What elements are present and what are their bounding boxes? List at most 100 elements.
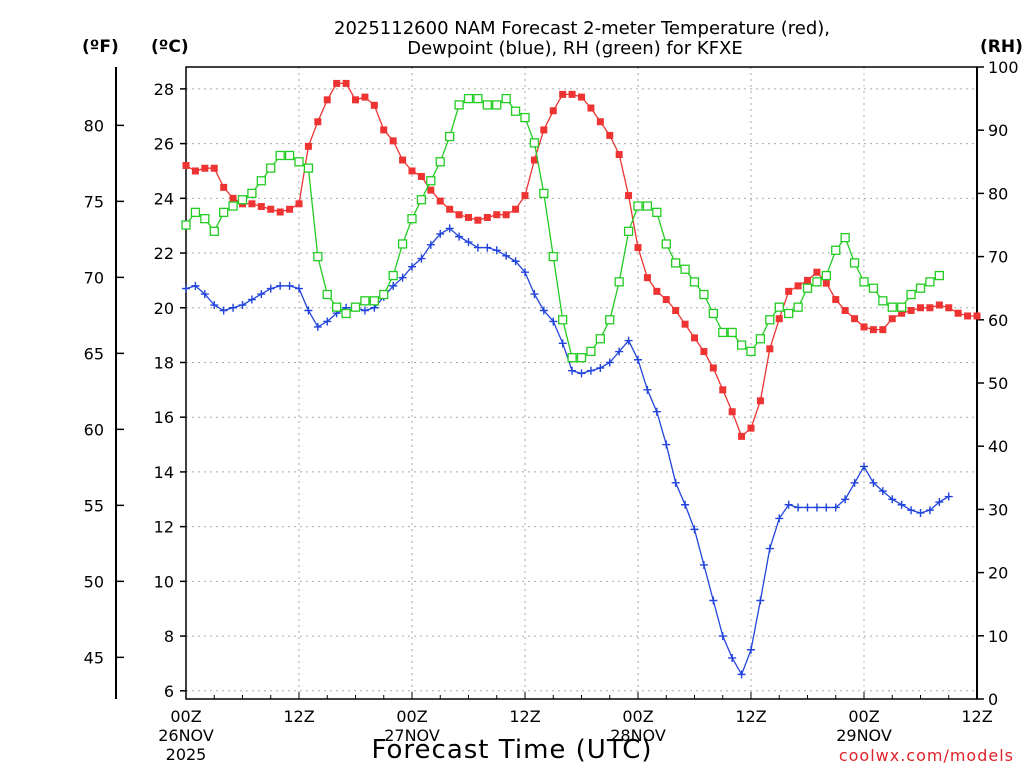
temperature-point <box>681 320 689 328</box>
dewpoint-point <box>850 478 859 487</box>
temperature-point <box>530 156 538 164</box>
dewpoint-point <box>398 273 407 282</box>
dewpoint-point <box>699 560 708 569</box>
rh-point <box>228 201 238 211</box>
fahrenheit-unit-label: (ºF) <box>82 37 119 57</box>
temperature-point <box>568 90 576 98</box>
temperature-point <box>634 244 642 252</box>
dewpoint-point <box>878 487 887 496</box>
rh-point <box>190 207 201 218</box>
temperature-point <box>521 192 529 200</box>
celsius-tick-label: 20 <box>154 299 174 318</box>
temperature-point <box>578 93 585 101</box>
dewpoint-point <box>577 369 586 378</box>
temperature-point <box>954 309 962 317</box>
dewpoint-point <box>709 596 718 605</box>
dewpoint-point <box>568 366 577 375</box>
dewpoint-point <box>775 514 784 523</box>
rh-tick-label: 80 <box>988 184 1008 203</box>
rh-point <box>426 176 436 186</box>
rh-point <box>802 283 813 293</box>
rh-point <box>671 258 681 268</box>
dewpoint-point <box>662 440 671 449</box>
date-tick-label: 29NOV <box>836 726 892 745</box>
rh-point <box>623 226 634 236</box>
rh-point <box>482 100 492 110</box>
dewpoint-point <box>200 290 209 299</box>
temperature-point <box>756 397 764 405</box>
dewpoint-point <box>530 290 539 299</box>
dewpoint-point <box>417 254 426 263</box>
temperature-point <box>888 315 896 323</box>
rh-point <box>934 270 944 281</box>
temperature-point <box>785 287 793 295</box>
dewpoint-point <box>436 229 445 238</box>
temperature-point <box>201 164 209 172</box>
rh-point <box>765 315 775 325</box>
chart-subtitle: Dewpoint (blue), RH (green) for KFXE <box>407 38 743 59</box>
dewpoint-point <box>445 224 454 233</box>
x-axis-label: Forecast Time (UTC) <box>371 735 652 765</box>
dewpoint-point <box>652 407 661 416</box>
plot-frame <box>185 66 978 700</box>
dewpoint-point <box>624 336 633 345</box>
dewpoint-point <box>502 251 511 260</box>
year-tick-label: 2025 <box>166 745 207 764</box>
rh-point <box>416 195 427 205</box>
rh-point <box>868 283 879 293</box>
fahrenheit-tick-label: 45 <box>84 648 104 667</box>
date-tick-label: 26NOV <box>158 726 214 745</box>
dewpoint-point <box>756 596 765 605</box>
rh-point <box>586 346 596 357</box>
dewpoint-point <box>492 246 501 255</box>
rh-point <box>275 150 285 161</box>
rh-point <box>812 277 822 287</box>
rh-point <box>821 270 831 281</box>
temperature-point <box>295 200 303 208</box>
temperature-point <box>719 386 727 394</box>
temperature-point <box>370 101 378 109</box>
temperature-point <box>738 432 746 440</box>
dewpoint-point <box>238 301 247 310</box>
temperature-point <box>559 90 567 98</box>
dewpoint-point <box>718 632 727 641</box>
rh-point <box>256 176 266 186</box>
rh-point <box>708 308 718 319</box>
time-tick-label: 12Z <box>735 707 766 726</box>
rh-tick-label: 50 <box>988 374 1008 393</box>
temperature-point <box>804 276 811 284</box>
dewpoint-point <box>888 495 897 504</box>
rh-point <box>774 302 784 312</box>
rh-point <box>520 112 530 123</box>
celsius-tick-label: 14 <box>154 463 174 482</box>
dewpoint-point <box>925 506 934 515</box>
temperature-point <box>257 203 265 211</box>
time-tick-label: 00Z <box>396 707 427 726</box>
rh-point <box>322 289 332 300</box>
celsius-tick-label: 26 <box>154 135 174 154</box>
temperature-point <box>841 306 849 314</box>
rh-point <box>558 315 568 325</box>
celsius-tick-label: 16 <box>154 408 174 427</box>
temperature-point <box>493 211 501 219</box>
rh-point <box>454 100 464 110</box>
temperature-point <box>267 205 275 213</box>
temperature-point <box>691 334 698 342</box>
temperature-point <box>512 205 520 213</box>
dewpoint-point <box>426 240 435 249</box>
rh-tick-label: 0 <box>988 690 998 709</box>
temperature-point <box>408 167 416 175</box>
dewpoint-point <box>681 500 690 509</box>
rh-point <box>313 251 323 262</box>
rh-point <box>501 93 511 104</box>
temperature-point <box>653 287 661 295</box>
dewpoint-point <box>841 495 850 504</box>
celsius-tick-label: 22 <box>154 244 174 263</box>
dewpoint-point <box>586 366 595 375</box>
dewpoint-point <box>944 492 953 501</box>
temperature-point <box>587 104 595 112</box>
rh-point <box>294 157 304 167</box>
rh-tick-label: 100 <box>988 58 1019 77</box>
celsius-tick-label: 12 <box>154 518 174 537</box>
temperature-series <box>182 79 981 440</box>
